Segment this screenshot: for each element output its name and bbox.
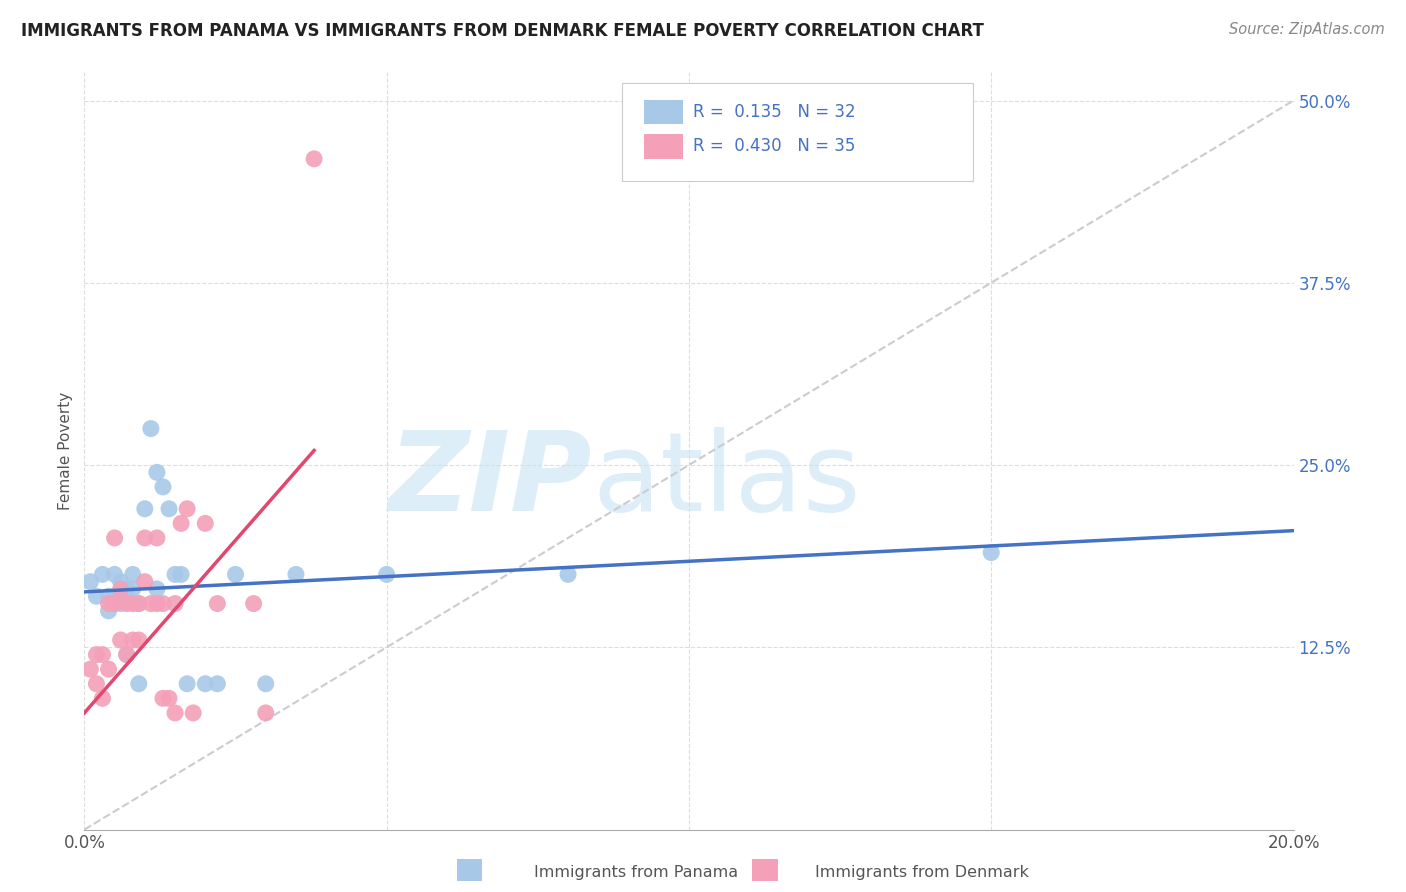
Point: [302, 152, 325, 166]
Text: ZIP: ZIP: [388, 427, 592, 534]
Point: [134, 501, 156, 516]
Point: [128, 633, 150, 648]
FancyBboxPatch shape: [623, 83, 973, 181]
Point: [139, 597, 162, 611]
Point: [207, 677, 229, 691]
Point: [139, 421, 162, 435]
Point: [980, 545, 1002, 559]
Text: R =  0.135   N = 32: R = 0.135 N = 32: [693, 103, 855, 121]
Point: [104, 531, 127, 545]
Point: [115, 597, 138, 611]
Point: [110, 574, 132, 589]
Point: [86, 648, 108, 662]
Point: [115, 648, 138, 662]
Point: [176, 501, 198, 516]
Point: [97, 662, 120, 676]
Point: [121, 633, 143, 648]
Point: [242, 597, 264, 611]
Point: [115, 582, 138, 596]
Point: [225, 567, 247, 582]
Point: [165, 567, 187, 582]
Point: [79, 574, 101, 589]
Point: [91, 648, 114, 662]
Point: [207, 597, 229, 611]
Point: [104, 589, 127, 603]
Text: Immigrants from Panama: Immigrants from Panama: [534, 865, 738, 880]
Point: [115, 648, 138, 662]
Point: [104, 567, 127, 582]
Point: [97, 604, 120, 618]
Point: [104, 597, 127, 611]
Point: [110, 597, 132, 611]
Point: [152, 480, 174, 494]
Point: [170, 516, 193, 531]
Point: [375, 567, 398, 582]
Point: [128, 677, 150, 691]
Point: [194, 516, 217, 531]
FancyBboxPatch shape: [644, 100, 683, 125]
Point: [165, 597, 187, 611]
Text: IMMIGRANTS FROM PANAMA VS IMMIGRANTS FROM DENMARK FEMALE POVERTY CORRELATION CHA: IMMIGRANTS FROM PANAMA VS IMMIGRANTS FRO…: [21, 22, 984, 40]
Point: [146, 597, 169, 611]
Point: [254, 706, 277, 720]
Point: [121, 567, 143, 582]
Point: [152, 691, 174, 706]
Point: [128, 597, 150, 611]
Point: [170, 567, 193, 582]
Point: [97, 589, 120, 603]
Point: [146, 582, 169, 596]
Text: Source: ZipAtlas.com: Source: ZipAtlas.com: [1229, 22, 1385, 37]
Point: [157, 501, 180, 516]
Point: [79, 662, 101, 676]
Point: [110, 582, 132, 596]
Point: [97, 597, 120, 611]
Point: [181, 706, 204, 720]
Point: [86, 677, 108, 691]
Point: [254, 677, 277, 691]
Point: [557, 567, 579, 582]
Point: [134, 574, 156, 589]
Point: [91, 691, 114, 706]
Point: [134, 531, 156, 545]
Point: [121, 597, 143, 611]
Point: [285, 567, 308, 582]
Text: R =  0.430   N = 35: R = 0.430 N = 35: [693, 137, 855, 155]
Point: [110, 633, 132, 648]
Y-axis label: Female Poverty: Female Poverty: [58, 392, 73, 509]
Point: [121, 582, 143, 596]
Text: Immigrants from Denmark: Immigrants from Denmark: [815, 865, 1029, 880]
Point: [146, 466, 169, 480]
Point: [91, 567, 114, 582]
FancyBboxPatch shape: [644, 135, 683, 159]
Point: [128, 597, 150, 611]
Point: [194, 677, 217, 691]
Point: [152, 597, 174, 611]
Text: atlas: atlas: [592, 427, 860, 534]
Point: [146, 531, 169, 545]
Point: [176, 677, 198, 691]
Point: [86, 589, 108, 603]
Point: [165, 706, 187, 720]
Point: [157, 691, 180, 706]
